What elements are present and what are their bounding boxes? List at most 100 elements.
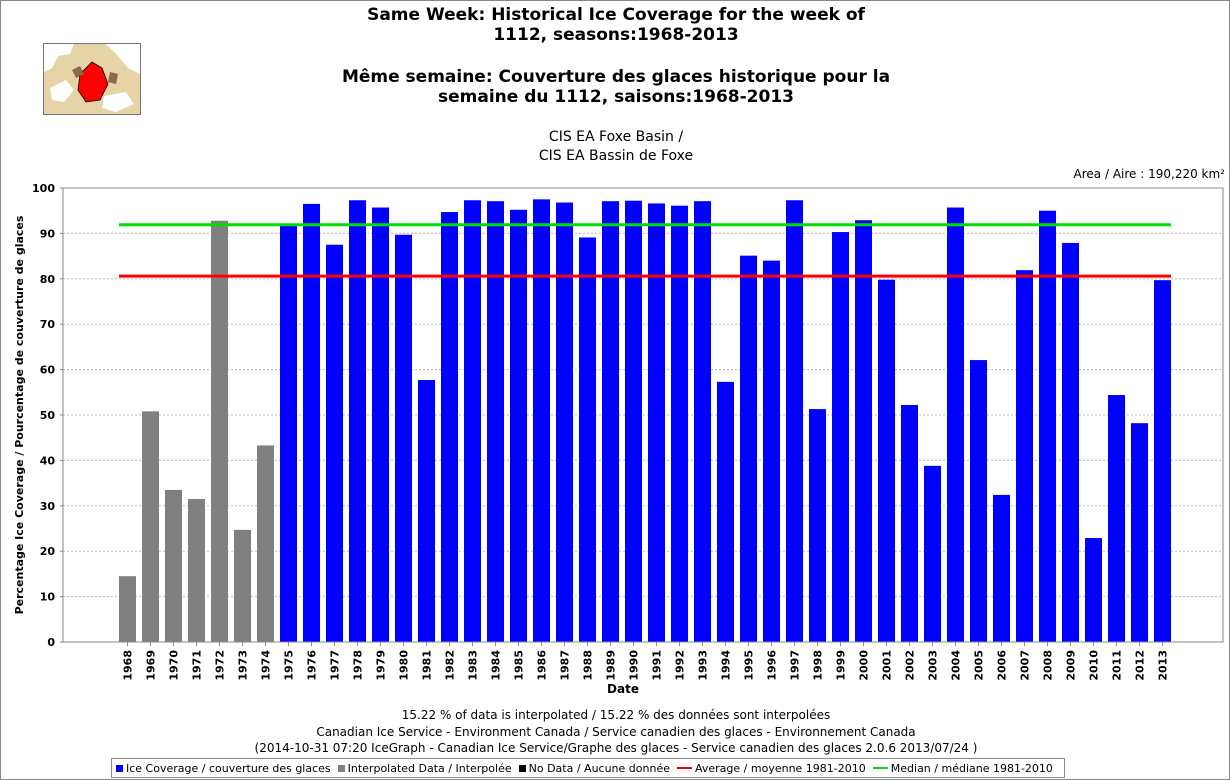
- bar-1984: [487, 201, 504, 642]
- bar-2008: [1039, 210, 1056, 642]
- bar-1989: [602, 201, 619, 642]
- bar-2003: [924, 465, 941, 642]
- x-tick-label: 1993: [697, 650, 710, 681]
- title-en-line-1: Same Week: Historical Ice Coverage for t…: [367, 5, 865, 25]
- x-tick-label: 1973: [237, 650, 250, 681]
- x-tick-label: 1994: [720, 650, 733, 681]
- bar-1981: [418, 380, 435, 642]
- legend-nodata: No Data / Aucune donnée: [518, 762, 670, 775]
- legend-median: Median / médiane 1981-2010: [872, 762, 1053, 775]
- y-axis-label: Percentage Ice Coverage / Pourcentage de…: [13, 215, 26, 614]
- bar-1994: [717, 381, 734, 642]
- title-french: Même semaine: Couverture des glaces hist…: [301, 67, 931, 107]
- x-tick-label: 1979: [375, 650, 388, 681]
- region-name-fr: CIS EA Bassin de Foxe: [538, 148, 694, 164]
- bar-1976: [303, 203, 320, 642]
- x-tick-label: 1969: [145, 650, 158, 681]
- bar-1978: [349, 200, 366, 642]
- title-english: Same Week: Historical Ice Coverage for t…: [301, 5, 931, 45]
- bar-2004: [947, 207, 964, 642]
- bar-2010: [1085, 538, 1102, 642]
- x-tick-label: 2005: [973, 650, 986, 681]
- bar-1996: [763, 260, 780, 642]
- legend-interpolated: Interpolated Data / Interpolée: [337, 762, 512, 775]
- x-tick-label: 1985: [513, 650, 526, 681]
- x-axis-label: Date: [607, 682, 639, 696]
- x-axis-ticks: 1968 1969 1970 1971 1972 1973 1974 1975 1976 1977…: [122, 642, 1170, 681]
- region-locator-map: [43, 43, 141, 115]
- x-tick-label: 2000: [858, 650, 871, 681]
- bar-1999: [832, 232, 849, 642]
- bar-1971: [188, 498, 205, 642]
- y-tick-label: 90: [40, 227, 56, 240]
- bar-1997: [786, 200, 803, 642]
- x-tick-label: 1992: [674, 650, 687, 681]
- plot-area: [62, 187, 1224, 643]
- x-tick-label: 1970: [168, 650, 181, 681]
- y-tick-label: 10: [40, 591, 56, 604]
- x-tick-label: 2003: [927, 650, 940, 681]
- region-name-en: CIS EA Foxe Basin /: [548, 129, 684, 145]
- reference-lines: [119, 223, 1171, 278]
- bar-1975: [280, 224, 297, 642]
- bar-1970: [165, 489, 182, 642]
- bar-1990: [625, 200, 642, 642]
- bar-2009: [1062, 242, 1079, 642]
- bar-1972: [211, 220, 228, 643]
- x-tick-label: 1982: [444, 650, 457, 681]
- x-tick-label: 1975: [283, 650, 296, 681]
- x-tick-label: 1984: [490, 650, 503, 681]
- x-tick-label: 1978: [352, 650, 365, 681]
- x-tick-label: 1997: [789, 650, 802, 681]
- bar-1985: [510, 209, 527, 642]
- x-tick-label: 1991: [651, 650, 664, 681]
- x-tick-label: 2004: [950, 650, 963, 681]
- bar-1995: [740, 255, 757, 642]
- bar-1968: [119, 576, 136, 642]
- x-tick-label: 1998: [812, 650, 825, 681]
- bar-2011: [1108, 395, 1125, 642]
- area-label: Area / Aire : 190,220 km²: [1073, 167, 1225, 181]
- x-tick-label: 1976: [306, 650, 319, 681]
- y-tick-label: 100: [32, 182, 55, 195]
- legend-average: Average / moyenne 1981-2010: [677, 762, 866, 775]
- bar-2002: [901, 405, 918, 642]
- bar-2001: [878, 279, 895, 642]
- x-tick-label: 1995: [743, 650, 756, 681]
- x-tick-label: 1983: [467, 650, 480, 681]
- y-tick-label: 0: [47, 636, 55, 649]
- legend-ice: Ice Coverage / couverture des glaces: [116, 762, 331, 775]
- bar-2007: [1016, 270, 1033, 642]
- x-tick-label: 2007: [1019, 650, 1032, 681]
- bar-series: [119, 199, 1171, 643]
- bar-1973: [234, 529, 251, 642]
- bar-2005: [970, 360, 987, 642]
- bar-1983: [464, 200, 481, 642]
- bar-1986: [533, 199, 550, 642]
- bar-1998: [809, 409, 826, 642]
- bar-1987: [556, 202, 573, 642]
- y-axis-ticks: 0 10 20 30 40 50 60 70 80 90 100: [32, 182, 63, 649]
- bar-2006: [993, 494, 1010, 642]
- x-tick-label: 2009: [1065, 650, 1078, 681]
- bar-1988: [579, 237, 596, 642]
- x-tick-label: 2006: [996, 650, 1009, 681]
- x-tick-label: 2010: [1088, 650, 1101, 681]
- x-tick-label: 1989: [605, 650, 618, 681]
- x-tick-label: 2001: [881, 650, 894, 681]
- y-tick-label: 50: [40, 409, 56, 422]
- bar-1993: [694, 201, 711, 642]
- x-tick-label: 2008: [1042, 650, 1055, 681]
- x-tick-label: 1996: [766, 650, 779, 681]
- title-fr-line-2: semaine du 1112, saisons:1968-2013: [437, 87, 794, 107]
- x-tick-label: 1971: [191, 650, 204, 681]
- bar-2013: [1154, 280, 1171, 642]
- x-tick-label: 1974: [260, 650, 273, 681]
- x-tick-label: 1968: [122, 650, 135, 681]
- y-tick-label: 40: [40, 454, 56, 467]
- x-tick-label: 1987: [559, 650, 572, 681]
- bar-2012: [1131, 423, 1148, 642]
- footer-version: (2014-10-31 07:20 IceGraph - Canadian Ic…: [254, 741, 978, 755]
